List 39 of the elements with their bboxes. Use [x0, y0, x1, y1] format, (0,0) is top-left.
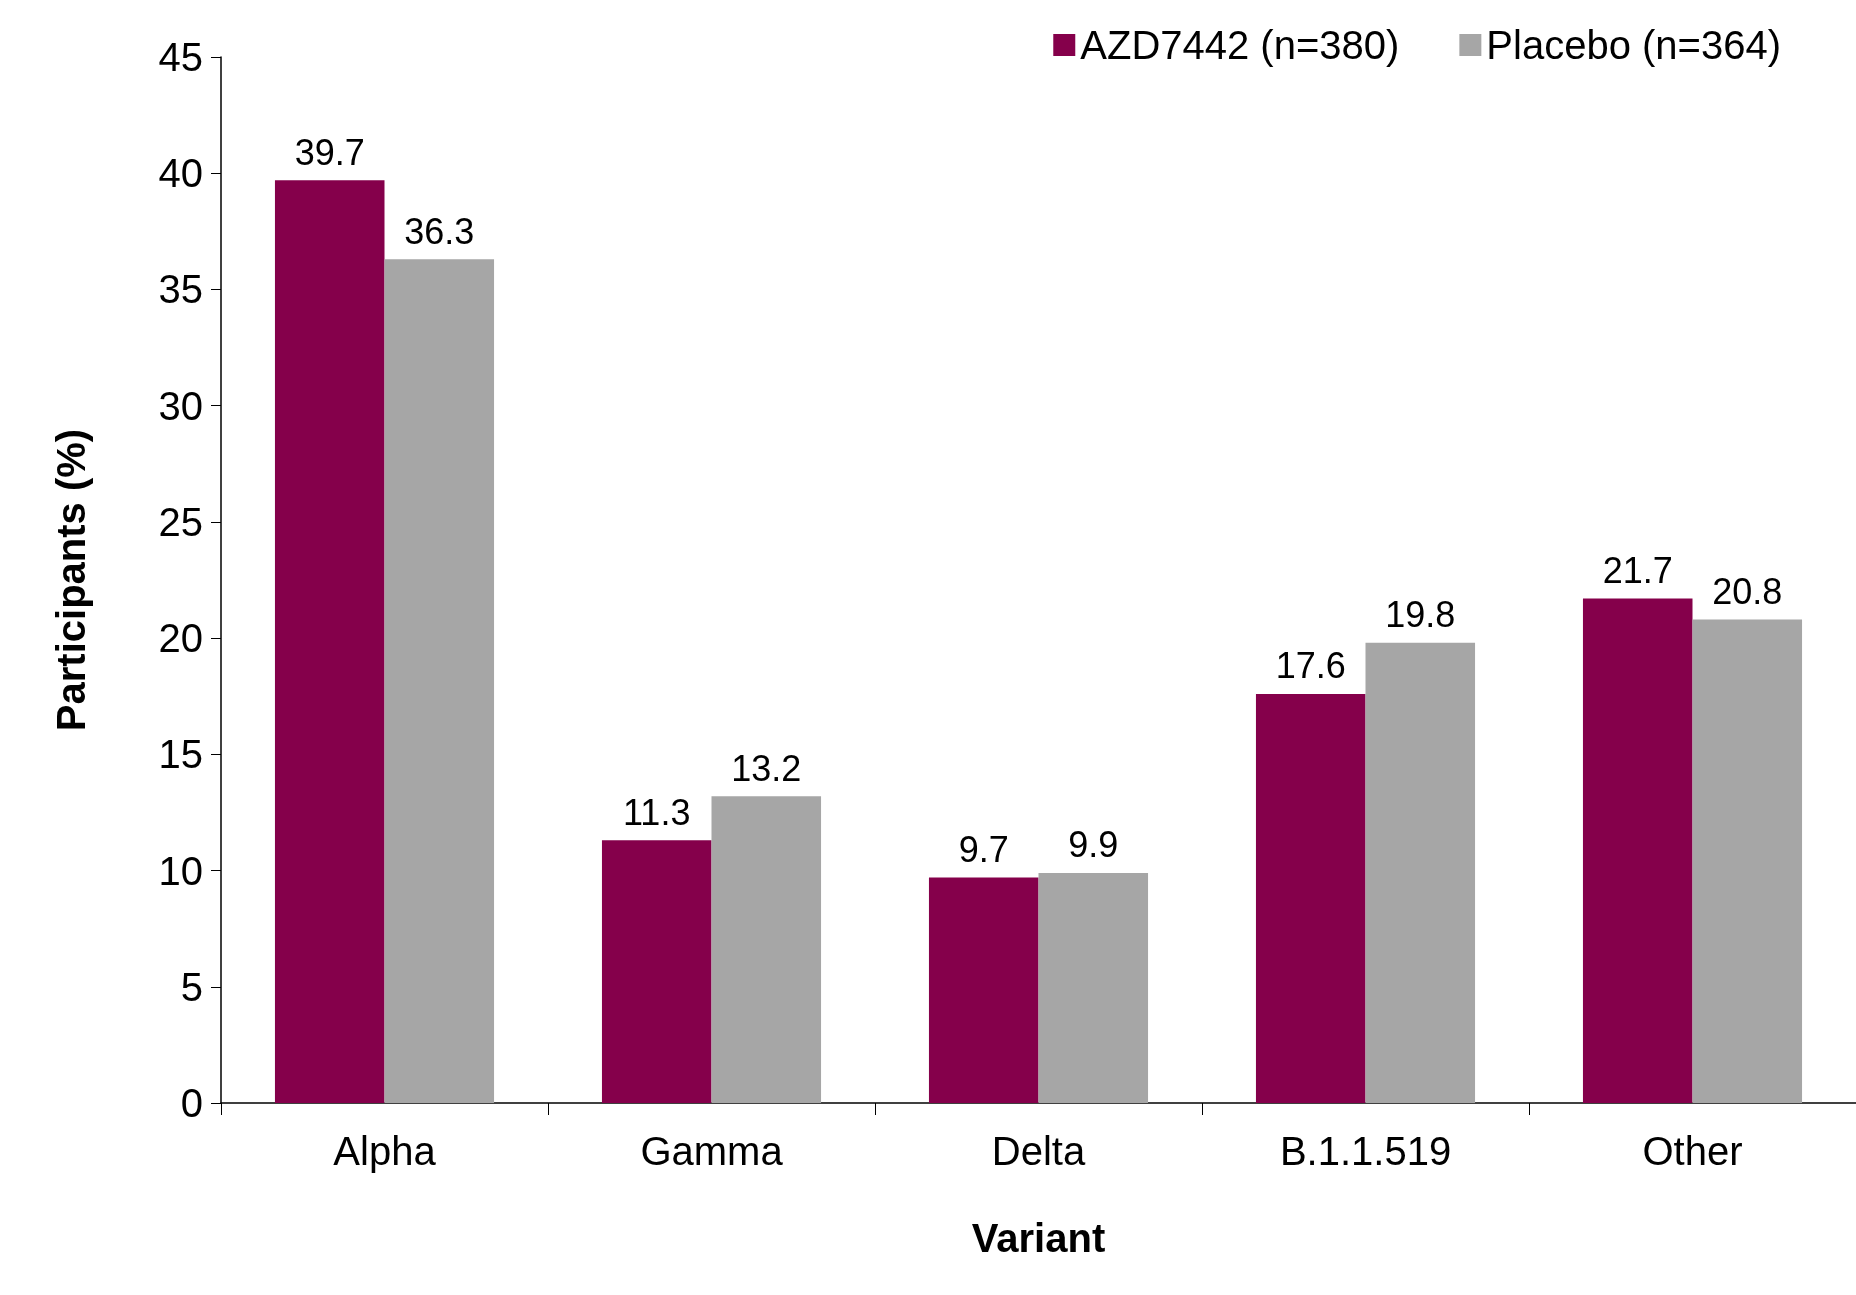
- bar: [1582, 598, 1693, 1103]
- data-label: 39.7: [294, 131, 365, 173]
- y-tick-label: 5: [180, 964, 203, 1009]
- bar: [1692, 619, 1803, 1103]
- x-axis-title: Variant: [971, 1216, 1106, 1260]
- data-label: 11.3: [623, 791, 691, 833]
- x-tick-label: Alpha: [333, 1129, 437, 1173]
- y-tick-label: 10: [158, 848, 203, 893]
- y-tick-label: 45: [158, 35, 203, 79]
- y-tick-label: 40: [158, 151, 203, 196]
- y-tick-label: 30: [158, 383, 203, 428]
- data-label: 9.7: [958, 829, 1009, 871]
- data-label: 9.9: [1068, 824, 1119, 866]
- data-label: 13.2: [731, 747, 802, 789]
- data-label: 19.8: [1385, 594, 1456, 636]
- bar: [1038, 872, 1149, 1103]
- legend-label: AZD7442 (n=380): [1080, 23, 1400, 67]
- bar: [274, 180, 385, 1103]
- x-tick-label: Gamma: [640, 1129, 784, 1173]
- x-tick-label: B.1.1.519: [1279, 1129, 1452, 1173]
- data-label: 21.7: [1602, 550, 1673, 592]
- bar: [1255, 693, 1366, 1103]
- bar: [601, 840, 712, 1103]
- y-tick-label: 35: [158, 267, 203, 312]
- data-label: 36.3: [404, 210, 475, 252]
- y-axis-title: Participants (%): [49, 428, 93, 732]
- y-tick-label: 0: [180, 1081, 203, 1125]
- data-label: 20.8: [1712, 571, 1783, 613]
- y-tick-label: 15: [158, 732, 203, 777]
- y-tick-label: 25: [158, 499, 203, 544]
- bar: [711, 796, 822, 1103]
- x-tick-label: Delta: [991, 1129, 1086, 1173]
- x-tick-label: Other: [1642, 1129, 1743, 1173]
- legend-label: Placebo (n=364): [1486, 23, 1782, 67]
- bar: [384, 259, 495, 1103]
- bar: [1365, 642, 1476, 1103]
- y-tick-label: 20: [158, 616, 203, 661]
- bar: [928, 877, 1039, 1103]
- data-label: 17.6: [1275, 645, 1346, 687]
